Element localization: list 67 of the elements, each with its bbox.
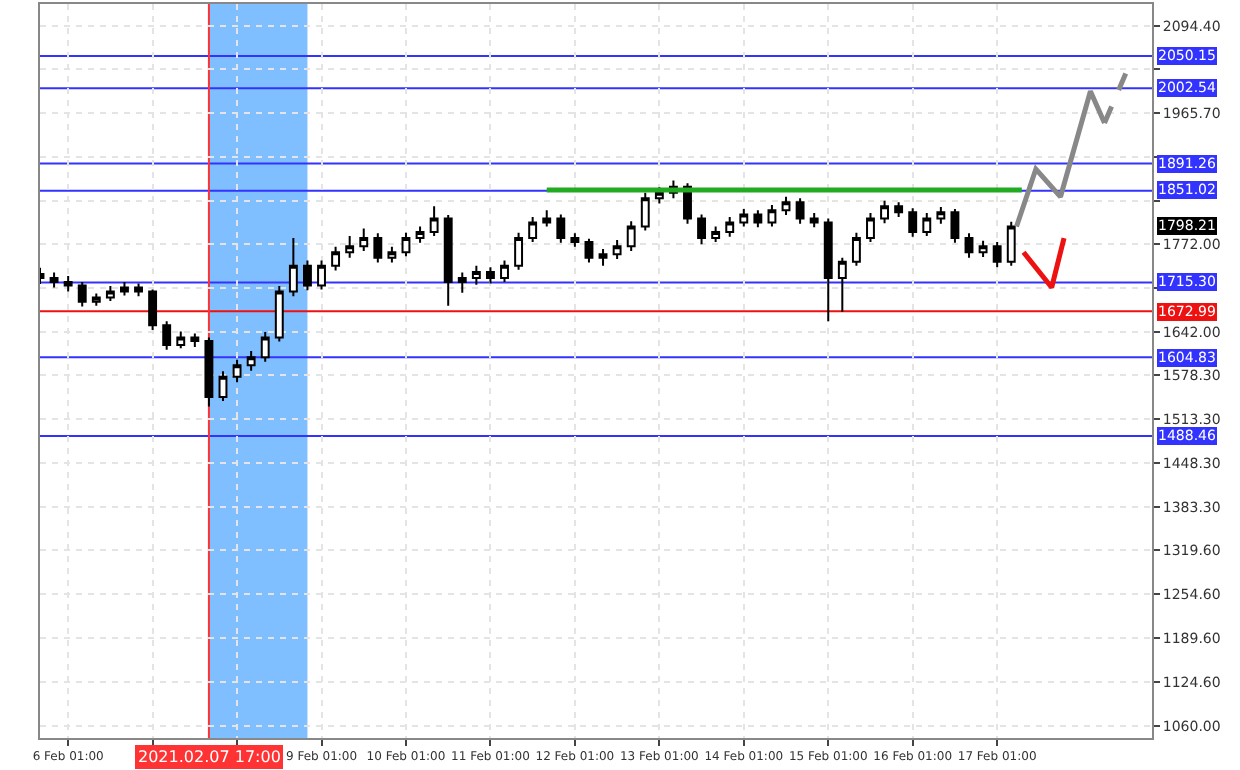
candlestick (373, 232, 383, 264)
candlestick (837, 256, 847, 313)
candlestick (640, 191, 650, 232)
candlestick (612, 239, 622, 261)
candlestick (232, 358, 242, 384)
candlestick (105, 285, 115, 302)
candlestick (471, 264, 481, 286)
candlestick (936, 205, 946, 225)
candlestick (303, 259, 312, 292)
candlestick (795, 197, 805, 225)
candlestick (753, 209, 763, 229)
candlestick (218, 370, 228, 403)
candlestick (781, 195, 791, 217)
candlestick (91, 292, 101, 307)
candlestick (457, 271, 467, 294)
candlestick (739, 207, 749, 228)
candlestick (429, 205, 439, 238)
candlestick (415, 225, 425, 244)
candlestick (978, 239, 988, 259)
candlestick (77, 281, 87, 308)
candlestick (809, 212, 819, 229)
candlestick (992, 241, 1002, 269)
candlestick (725, 216, 735, 238)
candlestick (570, 232, 580, 248)
candlestick (134, 282, 143, 298)
candlestick (556, 213, 566, 244)
candlestick (697, 213, 707, 246)
candlestick (1006, 220, 1016, 267)
candlestick (485, 266, 495, 285)
candlestick (823, 217, 833, 323)
candlestick (190, 332, 200, 348)
candlestick (528, 216, 538, 244)
candlestick (443, 214, 453, 307)
candlestick (387, 245, 397, 264)
candlestick (49, 271, 59, 289)
candlestick (514, 231, 524, 271)
candlestick (866, 212, 875, 244)
candlestick (851, 231, 861, 267)
candlestick (922, 212, 932, 238)
candlestick (950, 207, 960, 244)
candlestick (401, 231, 411, 258)
candlestick (120, 281, 129, 297)
candlestick (880, 199, 889, 225)
candlestick (584, 237, 594, 264)
candlestick (626, 220, 636, 252)
candlestick (260, 331, 270, 363)
candlestick (598, 247, 608, 267)
candlestick (767, 203, 777, 228)
candlestick (542, 209, 552, 228)
candlestick (317, 259, 326, 291)
candlestick (964, 232, 974, 259)
candlestick (204, 336, 214, 408)
candlestick (331, 245, 341, 272)
candlestick (500, 259, 509, 284)
candlestick (908, 207, 918, 238)
candlestick (345, 235, 355, 259)
ref-line-label: 2021.02.07 17:00 (138, 748, 281, 766)
candlestick (288, 237, 298, 298)
candlestick (894, 201, 904, 219)
candlestick (63, 274, 73, 293)
candlestick (359, 227, 369, 252)
candlestick (246, 350, 256, 372)
candlestick (274, 285, 284, 343)
candlestick (148, 288, 158, 332)
candlestick (162, 320, 172, 351)
candlestick (711, 225, 721, 244)
candlestick (176, 330, 186, 350)
